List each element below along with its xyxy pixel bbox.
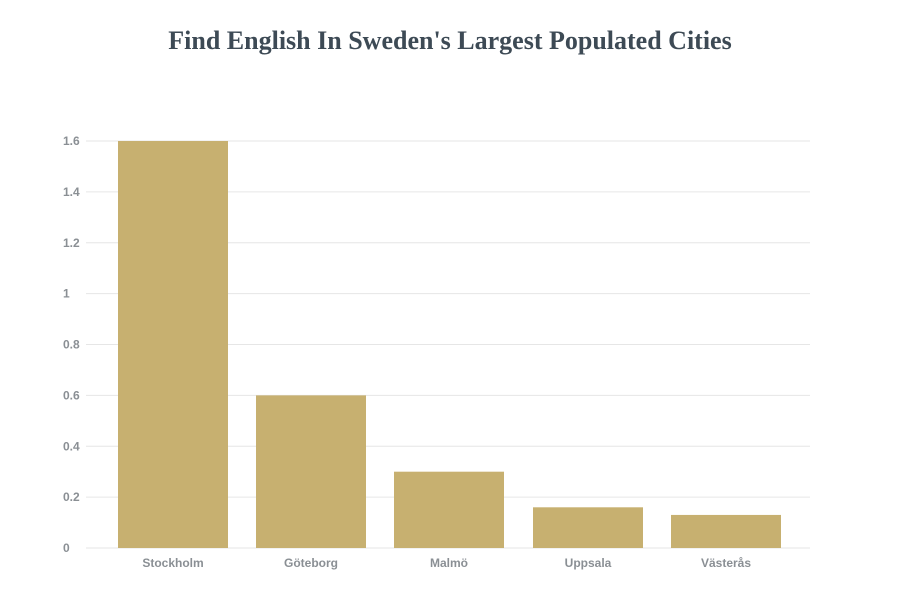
bar-5 — [671, 514, 781, 548]
x-tick-label: Göteborg — [284, 556, 338, 570]
bar-3 — [394, 471, 504, 548]
y-tick-label: 1.4 — [63, 185, 80, 199]
y-tick-label: 1 — [63, 287, 70, 301]
y-axis-ticks: 0 0.2 0.4 0.6 0.8 1 1.2 1.4 1.6 — [63, 134, 80, 555]
y-tick-label: 1.2 — [63, 236, 80, 250]
bar-4 — [533, 507, 643, 548]
y-tick-label: 0.2 — [63, 490, 80, 504]
y-tick-label: 0.6 — [63, 388, 80, 402]
x-tick-label: Malmö — [430, 556, 468, 570]
bar-1 — [118, 141, 228, 548]
x-tick-label: Västerås — [701, 556, 751, 570]
y-tick-label: 0 — [63, 541, 70, 555]
x-tick-label: Stockholm — [142, 556, 203, 570]
chart-title: Find English In Sweden's Largest Populat… — [168, 26, 732, 55]
y-tick-label: 1.6 — [63, 134, 80, 148]
x-tick-label: Uppsala — [565, 556, 612, 570]
y-tick-label: 0.8 — [63, 338, 80, 352]
y-tick-label: 0.4 — [63, 439, 80, 453]
bar-2 — [256, 395, 366, 548]
bars — [118, 141, 781, 548]
x-axis-ticks: Stockholm Göteborg Malmö Uppsala Västerås — [142, 556, 751, 570]
